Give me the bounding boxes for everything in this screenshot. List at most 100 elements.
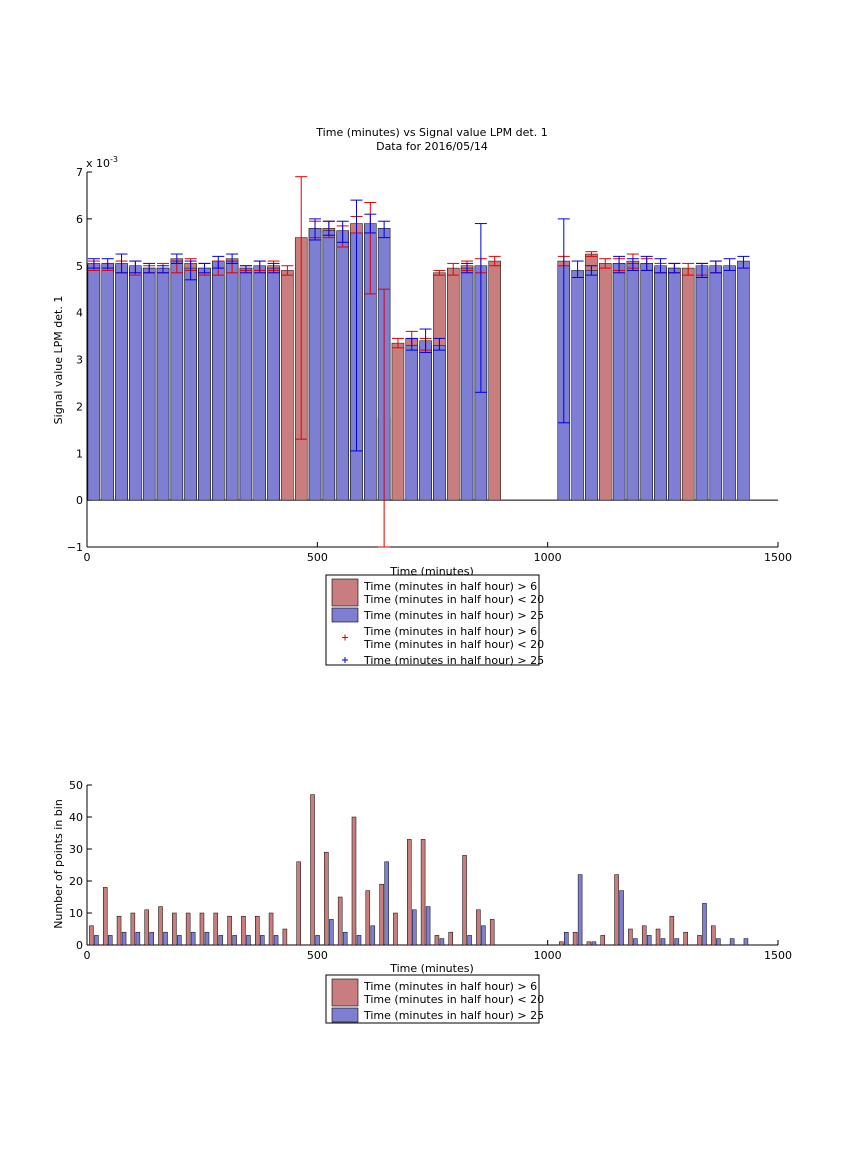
bar-b-11 xyxy=(239,267,253,501)
bar-a-32 xyxy=(599,263,612,501)
y-tick-label-2: 20 xyxy=(69,875,83,888)
legend-label-2-0: Time (minutes in half hour) > 6 xyxy=(363,625,537,638)
count-bar-a-4 xyxy=(144,909,149,946)
y-tick-label-2: 1 xyxy=(76,447,83,460)
count-bar-a-3 xyxy=(130,912,136,946)
y-axis-label-2: Number of points in bin xyxy=(52,799,65,929)
legend-label-2-1: Time (minutes in half hour) < 20 xyxy=(363,638,544,651)
count-bar-b-10 xyxy=(232,935,237,946)
bar-b-27 xyxy=(585,270,598,501)
count-bar-a-1 xyxy=(102,887,108,946)
x-axis-label-2: Time (minutes) xyxy=(389,962,474,975)
legend-swatch-1 xyxy=(331,1007,359,1023)
bar-b-16 xyxy=(336,230,349,501)
count-bar-a-32 xyxy=(586,941,592,946)
count-bar-a-0 xyxy=(89,925,94,946)
count-bar-b-17 xyxy=(356,935,362,946)
count-bar-b-13 xyxy=(273,935,279,946)
count-bar-b-18 xyxy=(370,925,376,946)
y-exponent-base: x 10 xyxy=(86,157,110,170)
bar-b-22 xyxy=(433,345,446,501)
bar-b-5 xyxy=(156,267,170,501)
count-bar-a-16 xyxy=(310,794,315,946)
bar-b-20 xyxy=(405,345,419,501)
legend-swatch-0 xyxy=(331,578,359,607)
bar-b-3 xyxy=(129,265,142,501)
bar-b-35 xyxy=(723,265,736,501)
bar-b-32 xyxy=(668,267,681,501)
count-bar-a-20 xyxy=(365,890,371,946)
count-bar-a-26 xyxy=(448,931,453,946)
count-bar-a-18 xyxy=(337,896,343,946)
count-bar-a-21 xyxy=(379,883,384,946)
count-bar-b-6 xyxy=(177,935,182,946)
count-bar-a-37 xyxy=(655,928,661,946)
count-bar-a-9 xyxy=(213,912,219,946)
y-tick-label-1: 10 xyxy=(69,907,83,920)
bar-b-12 xyxy=(253,265,266,501)
bar-b-34 xyxy=(709,265,723,501)
count-bar-b-19 xyxy=(384,861,389,946)
bar-b-33 xyxy=(695,265,709,501)
count-bar-b-12 xyxy=(260,935,265,946)
bar-b-8 xyxy=(198,267,211,501)
x-tick-label-3: 1500 xyxy=(764,949,792,962)
count-bar-a-15 xyxy=(296,861,301,946)
count-bar-a-29 xyxy=(489,919,495,946)
count-bar-b-21 xyxy=(425,906,431,946)
count-bar-a-35 xyxy=(628,928,633,946)
bar-b-13 xyxy=(267,267,280,501)
count-bar-a-5 xyxy=(158,906,163,946)
bar-b-10 xyxy=(225,258,239,501)
count-bar-b-33 xyxy=(702,903,707,946)
count-bar-a-39 xyxy=(683,931,688,946)
legend-label-1-0: Time (minutes in half hour) > 25 xyxy=(363,609,544,622)
y-tick-label-3: 30 xyxy=(69,843,83,856)
count-bar-b-34 xyxy=(716,938,721,946)
count-bar-b-31 xyxy=(660,938,666,946)
count-bar-b-28 xyxy=(619,890,624,946)
count-bar-a-38 xyxy=(669,915,675,946)
count-bar-a-14 xyxy=(282,928,288,946)
count-bar-a-12 xyxy=(255,915,260,946)
y-tick-label-4: 3 xyxy=(76,354,83,367)
y-tick-label-3: 2 xyxy=(76,400,83,413)
y-tick-label-4: 40 xyxy=(69,811,83,824)
count-bar-b-30 xyxy=(646,935,652,946)
bar-b-15 xyxy=(322,230,336,501)
count-bar-b-0 xyxy=(94,935,99,946)
count-bar-b-14 xyxy=(315,935,320,946)
bar-b-23 xyxy=(460,267,474,501)
count-bar-b-35 xyxy=(729,938,735,946)
legend-label-0-1: Time (minutes in half hour) < 20 xyxy=(363,593,544,606)
x-tick-label-0: 0 xyxy=(84,949,91,962)
legend-label-0-0: Time (minutes in half hour) > 6 xyxy=(363,580,537,593)
bar-b-30 xyxy=(640,263,653,501)
x-tick-label-2: 1000 xyxy=(534,949,562,962)
y-tick-label-7: 6 xyxy=(76,213,83,226)
legend-swatch-1 xyxy=(331,607,359,623)
x-tick-label-2: 1000 xyxy=(534,551,562,564)
y-exponent-label: x 10-3 xyxy=(86,155,118,170)
count-bar-b-11 xyxy=(246,935,251,946)
count-bar-b-25 xyxy=(564,931,569,946)
count-bar-b-26 xyxy=(577,874,583,946)
bar-b-28 xyxy=(612,263,626,501)
count-bar-b-15 xyxy=(329,919,334,946)
bar-b-29 xyxy=(626,263,640,501)
bar-b-7 xyxy=(184,267,197,501)
x-tick-label-1: 500 xyxy=(307,949,328,962)
y-tick-label-8: 7 xyxy=(76,166,83,179)
count-bar-a-30 xyxy=(559,941,564,946)
count-bar-a-8 xyxy=(199,912,205,946)
count-bar-a-6 xyxy=(172,912,177,946)
count-bar-b-32 xyxy=(674,938,680,946)
count-bar-a-36 xyxy=(641,925,647,946)
bar-b-2 xyxy=(115,263,128,501)
count-bar-a-33 xyxy=(600,935,605,946)
